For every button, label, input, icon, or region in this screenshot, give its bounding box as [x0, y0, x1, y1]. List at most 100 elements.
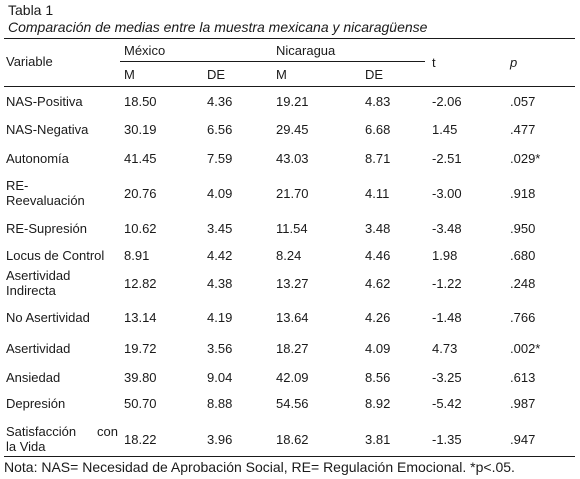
- cell-mexico-de: 4.09: [207, 186, 233, 201]
- cell-p: .248: [510, 276, 536, 291]
- row-label: RE-Supresión: [6, 221, 87, 236]
- cell-t: -1.35: [432, 432, 462, 447]
- cell-nicaragua-m: 18.27: [276, 341, 309, 356]
- cell-nicaragua-m: 54.56: [276, 396, 309, 411]
- cell-nicaragua-m: 13.27: [276, 276, 309, 291]
- cell-nicaragua-de: 8.56: [365, 370, 391, 385]
- header-nicaragua-de: DE: [365, 67, 384, 82]
- cell-mexico-de: 4.19: [207, 310, 233, 325]
- cell-mexico-m: 41.45: [124, 151, 157, 166]
- cell-t: 1.98: [432, 248, 458, 263]
- header-nicaragua-m: M: [276, 67, 287, 82]
- cell-t: -3.25: [432, 370, 462, 385]
- row-label: Indirecta: [6, 283, 56, 298]
- bottom-rule: [4, 456, 575, 457]
- cell-mexico-m: 30.19: [124, 122, 157, 137]
- row-label: la Vida: [6, 439, 46, 454]
- cell-p: .002*: [510, 341, 541, 356]
- cell-nicaragua-de: 3.81: [365, 432, 391, 447]
- cell-t: -2.06: [432, 94, 462, 109]
- cell-mexico-de: 9.04: [207, 370, 233, 385]
- cell-nicaragua-m: 42.09: [276, 370, 309, 385]
- cell-nicaragua-de: 4.11: [365, 186, 390, 201]
- row-label: NAS-Negativa: [6, 122, 89, 137]
- header-mexico-de: DE: [207, 67, 226, 82]
- cell-nicaragua-de: 4.09: [365, 341, 391, 356]
- cell-nicaragua-m: 18.62: [276, 432, 309, 447]
- cell-nicaragua-de: 8.71: [365, 151, 391, 166]
- row-label: RE-: [6, 178, 29, 193]
- cell-p: .766: [510, 310, 536, 325]
- cell-mexico-de: 7.59: [207, 151, 233, 166]
- header-t: t: [432, 55, 436, 70]
- cell-nicaragua-de: 4.26: [365, 310, 391, 325]
- table-note: Nota: NAS= Necesidad de Aprobación Socia…: [4, 459, 515, 475]
- cell-nicaragua-m: 8.24: [276, 248, 302, 263]
- header-bottom-rule: [4, 86, 575, 87]
- row-label: Satisfacción con: [6, 424, 118, 439]
- cell-mexico-m: 19.72: [124, 341, 157, 356]
- cell-mexico-m: 10.62: [124, 221, 157, 236]
- header-nicaragua: Nicaragua: [276, 43, 336, 58]
- cell-nicaragua-de: 4.62: [365, 276, 391, 291]
- header-variable: Variable: [6, 54, 53, 69]
- header-mexico-m: M: [124, 67, 135, 82]
- cell-mexico-de: 6.56: [207, 122, 233, 137]
- cell-mexico-m: 8.91: [124, 248, 150, 263]
- cell-p: .057: [510, 94, 536, 109]
- cell-mexico-m: 39.80: [124, 370, 157, 385]
- cell-p: .947: [510, 432, 536, 447]
- subheader-rule: [120, 61, 425, 62]
- cell-nicaragua-de: 4.46: [365, 248, 391, 263]
- cell-mexico-de: 3.45: [207, 221, 233, 236]
- header-mexico: México: [124, 43, 166, 58]
- cell-mexico-de: 4.36: [207, 94, 233, 109]
- cell-nicaragua-m: 13.64: [276, 310, 309, 325]
- cell-t: -5.42: [432, 396, 462, 411]
- cell-mexico-m: 18.50: [124, 94, 157, 109]
- cell-t: -3.48: [432, 221, 462, 236]
- cell-nicaragua-m: 29.45: [276, 122, 309, 137]
- cell-nicaragua-m: 19.21: [276, 94, 309, 109]
- cell-mexico-de: 3.96: [207, 432, 233, 447]
- cell-t: -1.48: [432, 310, 462, 325]
- cell-mexico-m: 13.14: [124, 310, 157, 325]
- row-label: Ansiedad: [6, 370, 61, 385]
- cell-mexico-de: 4.42: [207, 248, 233, 263]
- cell-p: .918: [510, 186, 536, 201]
- row-label: Reevaluación: [6, 193, 85, 208]
- row-label: Asertividad: [6, 268, 71, 283]
- cell-nicaragua-de: 8.92: [365, 396, 391, 411]
- cell-mexico-m: 18.22: [124, 432, 157, 447]
- cell-mexico-m: 12.82: [124, 276, 157, 291]
- row-label: Autonomía: [6, 151, 69, 166]
- table-subtitle: Comparación de medias entre la muestra m…: [8, 19, 428, 35]
- cell-nicaragua-de: 4.83: [365, 94, 391, 109]
- cell-nicaragua-m: 43.03: [276, 151, 309, 166]
- cell-p: .613: [510, 370, 536, 385]
- cell-nicaragua-m: 21.70: [276, 186, 309, 201]
- cell-t: 4.73: [432, 341, 458, 356]
- top-rule: [4, 38, 575, 39]
- row-label: Asertividad: [6, 341, 71, 356]
- row-label: Locus de Control: [6, 248, 105, 263]
- cell-mexico-m: 20.76: [124, 186, 157, 201]
- row-label: Depresión: [6, 396, 66, 411]
- cell-p: .950: [510, 221, 536, 236]
- row-label: No Asertividad: [6, 310, 90, 325]
- row-label: NAS-Positiva: [6, 94, 83, 109]
- cell-nicaragua-m: 11.54: [276, 221, 308, 236]
- cell-t: -1.22: [432, 276, 462, 291]
- cell-nicaragua-de: 3.48: [365, 221, 391, 236]
- cell-p: .987: [510, 396, 536, 411]
- cell-t: -3.00: [432, 186, 462, 201]
- cell-mexico-de: 8.88: [207, 396, 233, 411]
- cell-t: 1.45: [432, 122, 458, 137]
- cell-p: .029*: [510, 151, 541, 166]
- cell-p: .477: [510, 122, 536, 137]
- cell-p: .680: [510, 248, 536, 263]
- cell-nicaragua-de: 6.68: [365, 122, 391, 137]
- cell-t: -2.51: [432, 151, 462, 166]
- cell-mexico-de: 4.38: [207, 276, 233, 291]
- cell-mexico-m: 50.70: [124, 396, 157, 411]
